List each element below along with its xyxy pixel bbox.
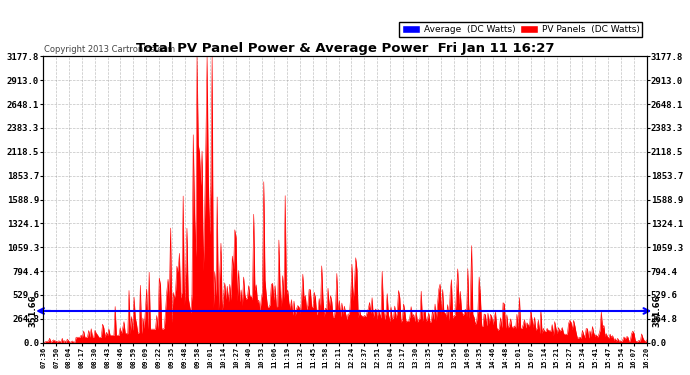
Text: 351.66: 351.66 <box>653 295 662 327</box>
Title: Total PV Panel Power & Average Power  Fri Jan 11 16:27: Total PV Panel Power & Average Power Fri… <box>136 42 554 55</box>
Text: Copyright 2013 Cartronics.com: Copyright 2013 Cartronics.com <box>44 45 175 54</box>
Text: 351.66: 351.66 <box>28 295 37 327</box>
Legend: Average  (DC Watts), PV Panels  (DC Watts): Average (DC Watts), PV Panels (DC Watts) <box>400 22 642 37</box>
